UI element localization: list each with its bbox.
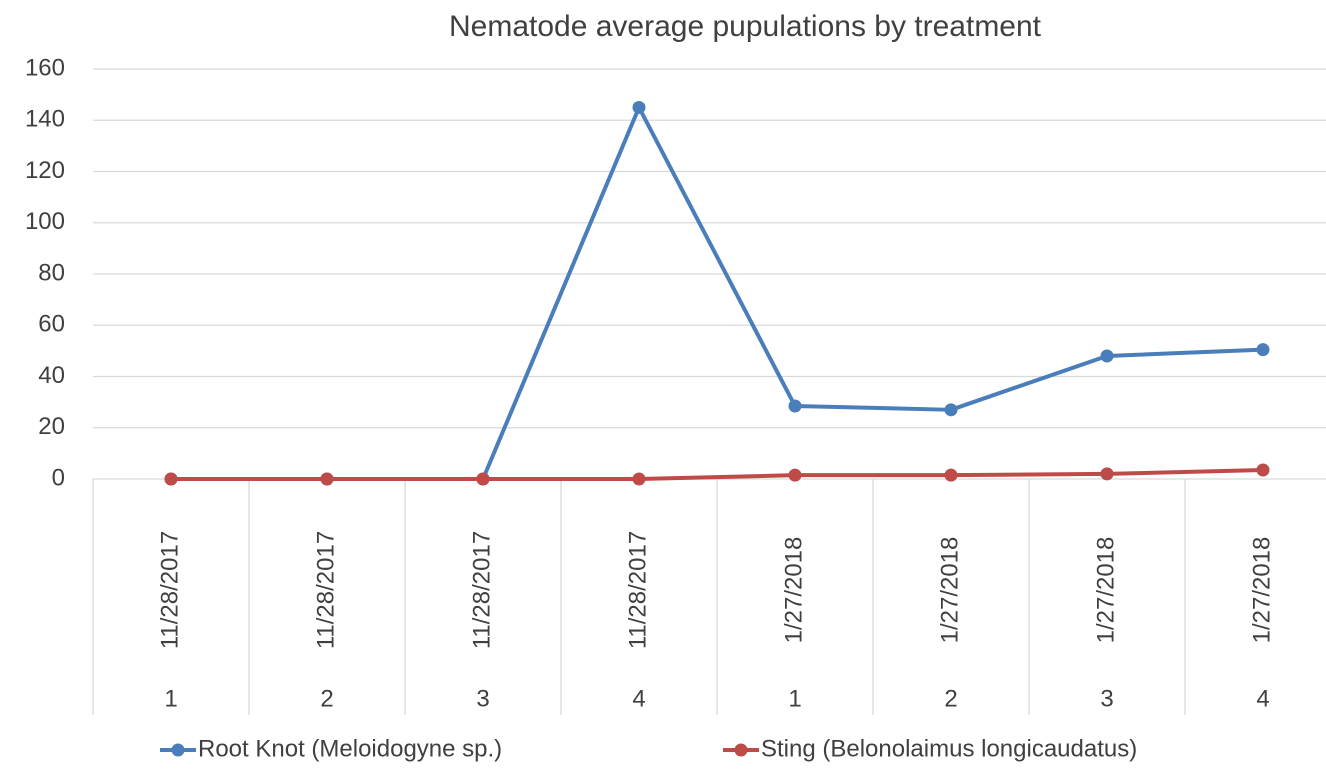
data-point (320, 472, 334, 486)
data-point (944, 468, 958, 482)
x-tick-label: 2 (320, 685, 333, 712)
y-tick-label: 160 (25, 54, 65, 81)
y-tick-label: 100 (25, 208, 65, 235)
data-point (164, 472, 178, 486)
data-point (632, 472, 646, 486)
x-group-label: 11/28/2017 (468, 531, 495, 649)
x-tick-label: 1 (164, 685, 177, 712)
y-tick-label: 60 (38, 311, 65, 338)
x-group-label: 1/27/2018 (1092, 537, 1119, 644)
legend-label: Sting (Belonolaimus longicaudatus) (761, 735, 1137, 762)
x-tick-label: 2 (944, 685, 957, 712)
series-line (171, 105, 1264, 481)
x-group-label: 11/28/2017 (624, 531, 651, 649)
x-group-label: 1/27/2018 (780, 537, 807, 644)
y-tick-label: 80 (38, 259, 65, 286)
x-tick-label: 3 (1100, 685, 1113, 712)
x-group-label: 1/27/2018 (1248, 537, 1275, 644)
data-point (632, 100, 646, 114)
y-tick-label: 40 (38, 362, 65, 389)
y-tick-label: 20 (38, 413, 65, 440)
data-point (788, 399, 802, 413)
legend-marker (171, 743, 185, 757)
data-point (1100, 467, 1114, 481)
y-tick-label: 120 (25, 157, 65, 184)
x-tick-label: 3 (476, 685, 489, 712)
x-group-label: 1/27/2018 (936, 537, 963, 644)
x-group-label: 11/28/2017 (312, 531, 339, 649)
x-tick-label: 4 (1256, 685, 1269, 712)
legend-label: Root Knot (Meloidogyne sp.) (198, 735, 502, 762)
data-point (788, 468, 802, 482)
x-group-label: 11/28/2017 (156, 531, 183, 649)
x-tick-label: 1 (788, 685, 801, 712)
y-tick-label: 0 (52, 464, 65, 491)
y-tick-label: 140 (25, 106, 65, 133)
data-point (944, 403, 958, 417)
data-point (476, 472, 490, 486)
x-tick-label: 4 (632, 685, 645, 712)
data-point (1256, 463, 1270, 477)
data-point (1256, 343, 1270, 357)
data-point (1100, 349, 1114, 363)
chart-title: Nematode average pupulations by treatmen… (449, 10, 1042, 43)
series-line (171, 468, 1264, 481)
legend-marker (734, 743, 748, 757)
